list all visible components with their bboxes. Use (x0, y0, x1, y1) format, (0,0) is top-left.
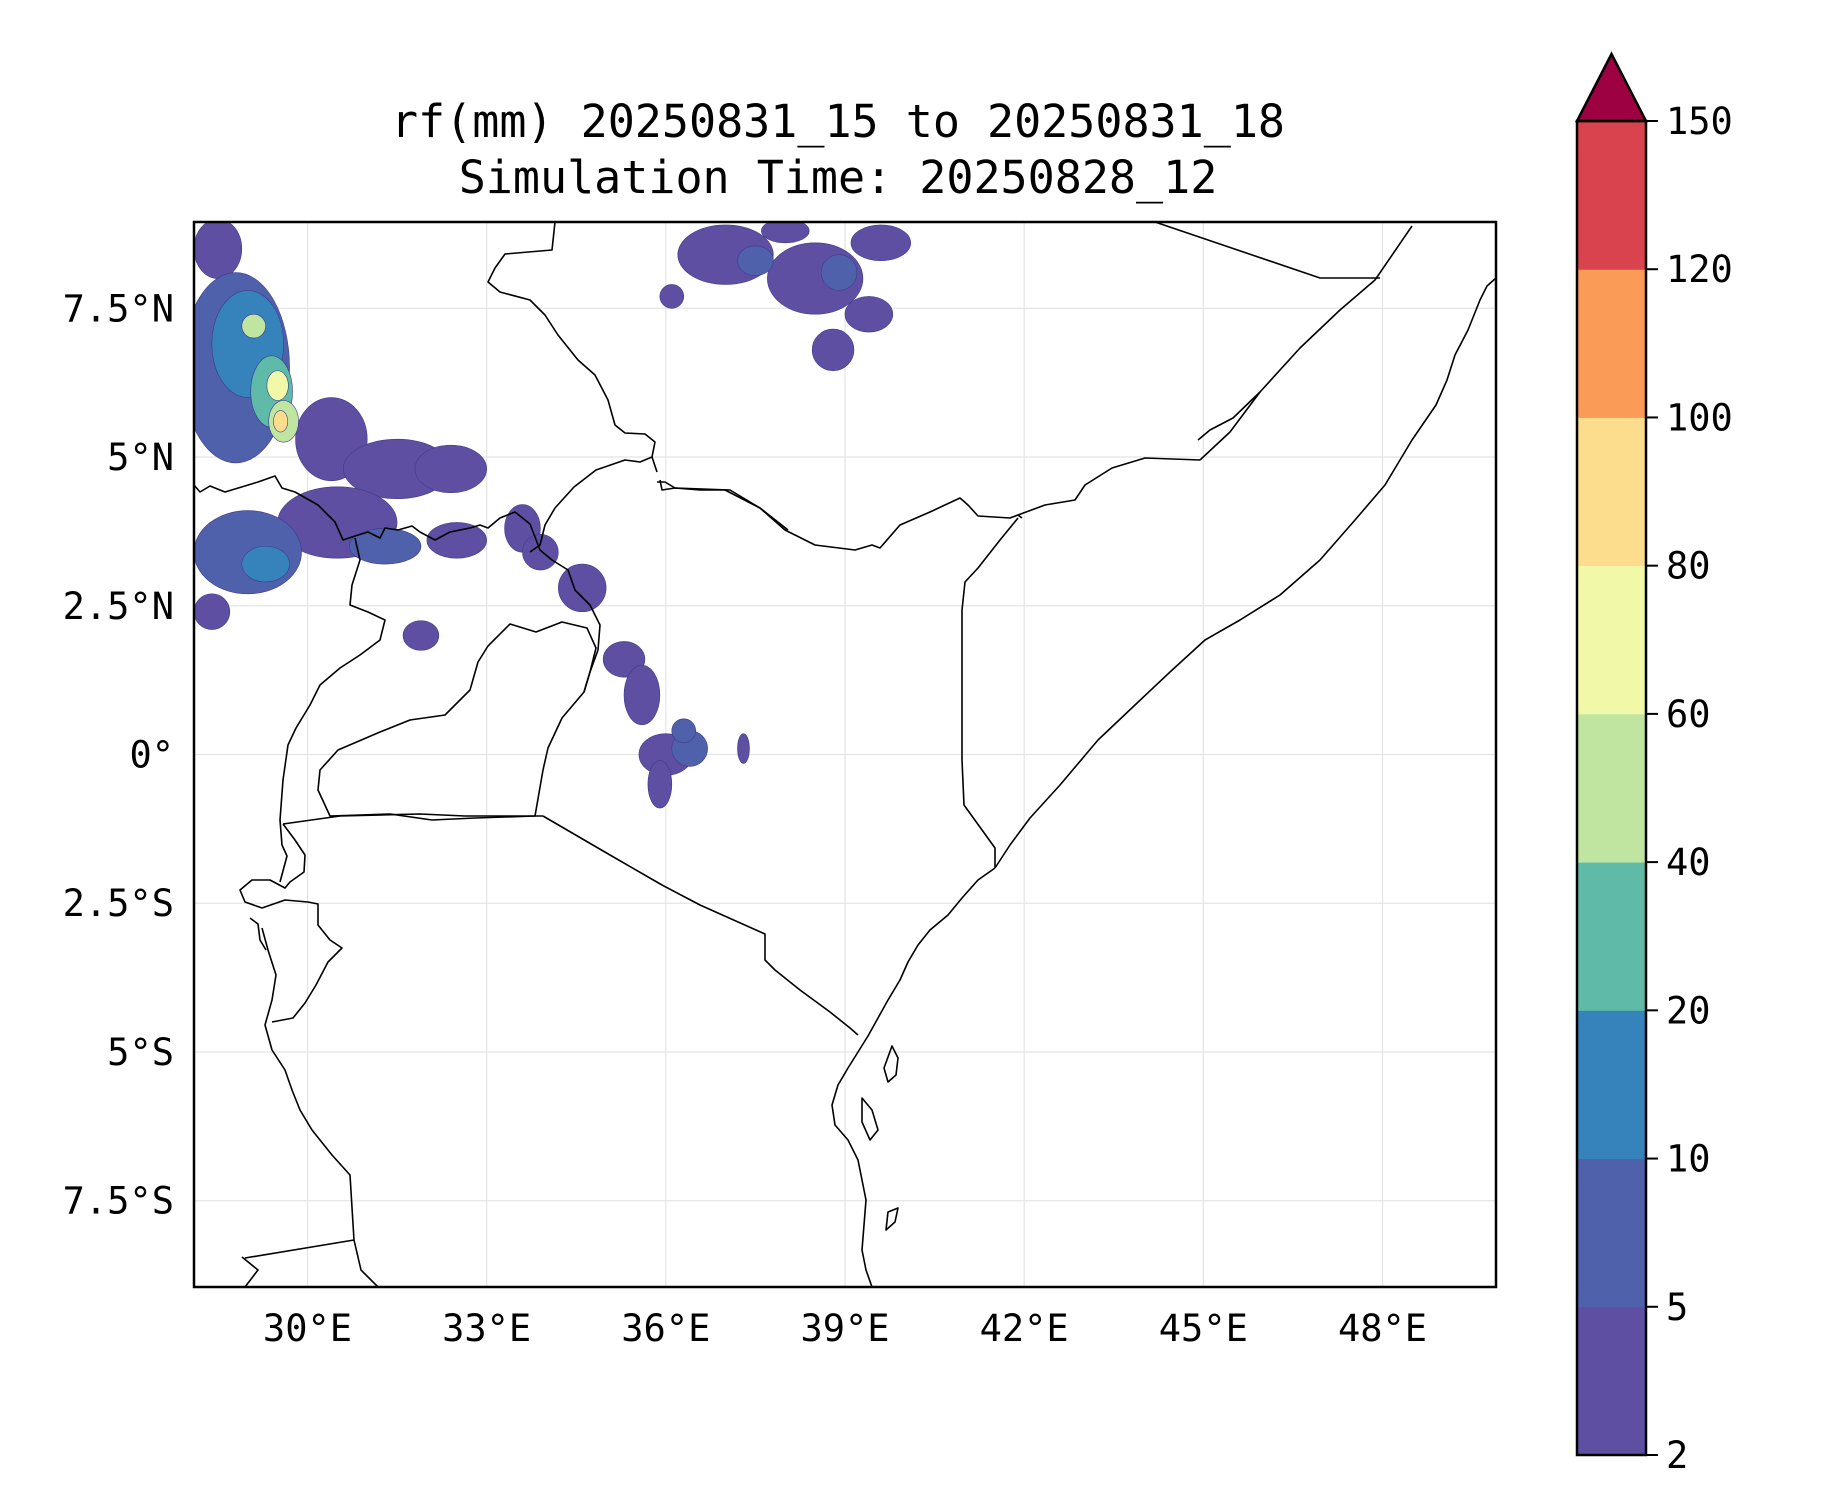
border-uganda-south-sudan (194, 475, 541, 551)
border-south-sudan-ethiopia (487, 222, 658, 473)
colorbar-frame (1575, 119, 1648, 1457)
border-djibouti-somalia (1154, 222, 1380, 279)
rain-cell (761, 222, 810, 244)
title-line-1: rf(mm) 20250831_15 to 20250831_18 (391, 95, 1285, 148)
rain-cell (194, 222, 243, 279)
rain-cell (241, 545, 290, 583)
rain-cell (659, 284, 685, 309)
rain-cell (820, 254, 858, 291)
border-rwanda (239, 823, 306, 909)
colorbar-tick-label: 120 (1666, 248, 1733, 291)
rain-cell (844, 296, 894, 333)
border-uganda-drc (279, 537, 386, 883)
rain-cell (273, 410, 289, 433)
border-ethiopia-kenya-east (659, 479, 1023, 551)
border-ethiopia-kenya (529, 456, 653, 553)
red-sea-coast (1197, 225, 1413, 441)
border-somalia-somaliland (1199, 391, 1261, 461)
rain-cell (737, 733, 750, 764)
rain-cell (671, 718, 696, 743)
rain-cell (737, 245, 774, 276)
x-tick-label: 30°E (263, 1307, 352, 1350)
rain-cell (558, 563, 607, 613)
east-africa-coastline (831, 867, 996, 1287)
border-kenya-somalia (961, 517, 1019, 868)
lake-tanganyika (261, 927, 379, 1287)
colorbar-ticks: 2 5 10 20 40 60 80 100 120 150 (1646, 100, 1733, 1477)
rain-cell (414, 444, 487, 494)
colorbar-band (1577, 565, 1646, 715)
border-ethiopia-somalia (1017, 457, 1201, 516)
y-tick-label: 5°N (107, 436, 174, 479)
x-tick-label: 42°E (980, 1307, 1069, 1350)
y-tick-label: 2.5°N (63, 585, 174, 628)
mafia-island (885, 1207, 899, 1231)
colorbar-band (1577, 269, 1646, 418)
rain-cell (402, 620, 440, 651)
colorbar-tick-label: 2 (1666, 1434, 1688, 1477)
colorbar-tick-label: 5 (1666, 1286, 1688, 1329)
colorbar: 2 5 10 20 40 60 80 100 120 150 (1574, 51, 1733, 1477)
rain-cell (647, 760, 673, 809)
x-tick-label: 36°E (621, 1307, 710, 1350)
rain-cell (426, 522, 487, 559)
colorbar-tick-label: 10 (1666, 1138, 1711, 1181)
rain-cell (811, 328, 855, 372)
colorbar-bands (1577, 121, 1646, 1456)
border-uganda-kenya (539, 549, 601, 693)
colorbar-band (1577, 713, 1646, 863)
colorbar-band (1577, 862, 1646, 1011)
border-burundi-west (249, 917, 267, 951)
rain-cell (266, 370, 289, 401)
title-line-2: Simulation Time: 20250828_12 (459, 151, 1218, 204)
rain-cell (623, 664, 661, 726)
x-tick-label: 33°E (442, 1307, 531, 1350)
pemba-island (883, 1045, 899, 1083)
border-uganda-tanzania (282, 813, 543, 825)
colorbar-tick-label: 100 (1666, 396, 1733, 439)
lake-victoria (317, 621, 597, 821)
y-tick-label: 7.5°N (63, 287, 174, 330)
y-tick-label: 7.5°S (63, 1180, 174, 1223)
y-tick-label: 5°S (107, 1031, 174, 1074)
colorbar-extend-triangle (1574, 51, 1649, 123)
colorbar-band (1577, 1306, 1646, 1456)
zanzibar-island (861, 1097, 879, 1141)
y-tick-label: 2.5°S (63, 882, 174, 925)
somalia-coastline (994, 277, 1496, 869)
coastlines-and-borders (194, 222, 1496, 1287)
map-frame (192, 220, 1498, 1289)
colorbar-tick-label: 20 (1666, 989, 1711, 1032)
y-tick-label: 0° (129, 734, 174, 777)
colorbar-band (1577, 417, 1646, 567)
colorbar-band (1577, 1010, 1646, 1160)
colorbar-band (1577, 1158, 1646, 1308)
border-kenya-tanzania (542, 815, 859, 1036)
x-axis-ticks: 30°E 33°E 36°E 39°E 42°E 45°E 48°E (263, 1307, 1427, 1350)
colorbar-band (1577, 121, 1646, 270)
x-tick-label: 48°E (1338, 1307, 1427, 1350)
rain-cell (850, 224, 911, 261)
x-tick-label: 39°E (800, 1307, 889, 1350)
y-axis-ticks: 7.5°N 5°N 2.5°N 0° 2.5°S 5°S 7.5°S (63, 287, 174, 1222)
x-tick-label: 45°E (1159, 1307, 1248, 1350)
colorbar-tick-label: 150 (1666, 100, 1733, 143)
map-panel: 30°E 33°E 36°E 39°E 42°E 45°E 48°E 7.5°N 5°N 2.5… (63, 220, 1498, 1350)
colorbar-tick-label: 80 (1666, 545, 1711, 588)
border-burundi (261, 899, 343, 1023)
rain-cell (241, 313, 266, 339)
colorbar-tick-label: 60 (1666, 693, 1711, 736)
rain-cell (194, 593, 231, 630)
lake-malawi (241, 1256, 259, 1287)
colorbar-tick-label: 40 (1666, 841, 1711, 884)
border-zambia-tanzania (244, 1239, 355, 1259)
rain-cell (522, 534, 559, 571)
